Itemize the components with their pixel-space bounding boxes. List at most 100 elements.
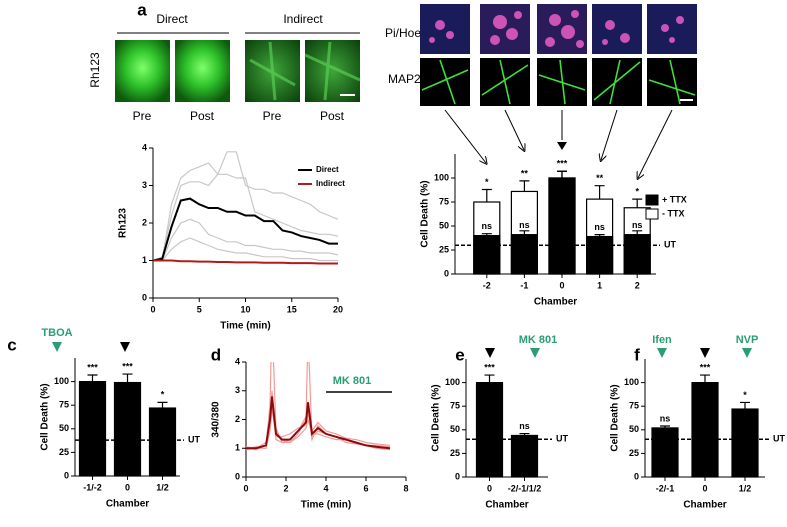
legend-label: Direct [316, 165, 339, 174]
error-bar [519, 230, 530, 235]
y-tick-label: 0 [444, 268, 449, 278]
x-tick-label: 10 [240, 304, 250, 314]
error-bar [157, 401, 168, 409]
error-bar [519, 180, 530, 192]
y-tick-label: 75 [439, 196, 449, 206]
annotation: MK 801 [333, 375, 372, 387]
y-axis-label: Cell Death (%) [431, 384, 442, 451]
inner-label: ns [594, 222, 605, 232]
frame-label: Pre [133, 109, 152, 123]
legend-swatch [645, 194, 659, 206]
x-tick-label: 0 [125, 482, 130, 492]
y-tick-label: 0 [64, 470, 69, 480]
reference-label: UT [773, 434, 785, 444]
legend-label: + TTX [662, 194, 687, 204]
x-tick-label: 8 [403, 483, 408, 493]
arrowhead [120, 342, 130, 352]
significance: ** [521, 168, 529, 178]
line-series [153, 259, 338, 265]
arrowhead [700, 348, 710, 358]
y-tick-label: 1 [235, 443, 240, 453]
bar [731, 408, 759, 478]
line-series [246, 396, 391, 450]
frame-label: Post [190, 109, 215, 123]
y-axis-label: Cell Death (%) [420, 180, 431, 247]
significance: *** [557, 159, 568, 169]
y-axis-label: Cell Death (%) [610, 384, 621, 451]
bar [473, 235, 501, 275]
error-bar [594, 234, 605, 237]
x-tick-label: 6 [363, 483, 368, 493]
bar [691, 382, 719, 478]
x-tick-label: -2 [483, 280, 491, 290]
significance: *** [87, 362, 98, 372]
annotation: TBOA [41, 327, 72, 339]
arrowhead [657, 348, 667, 358]
panel-letter: a [137, 0, 147, 19]
annotation: MK 801 [519, 334, 558, 346]
error-bar [594, 185, 605, 200]
annotation: NVP [736, 334, 759, 346]
x-tick-label: -2/-1/1/2 [508, 483, 542, 493]
significance: * [743, 390, 747, 400]
y-tick-label: 0 [235, 471, 240, 481]
x-tick-label: -1 [520, 280, 528, 290]
y-tick-label: 50 [629, 424, 639, 434]
bar [510, 234, 538, 275]
arrowhead [530, 348, 540, 358]
y-tick-label: 50 [59, 423, 69, 433]
x-tick-label: 1 [597, 280, 602, 290]
y-tick-label: 100 [624, 377, 639, 387]
inner-label: ns [519, 220, 530, 230]
y-tick-label: 3 [142, 180, 147, 190]
y-tick-label: 0 [142, 292, 147, 302]
bar [548, 177, 576, 275]
reference-label: UT [188, 435, 200, 445]
significance: *** [484, 362, 495, 372]
x-axis-label: Time (min) [220, 321, 270, 332]
bar [585, 235, 614, 275]
inner-label: ns [482, 221, 493, 231]
x-tick-label: 0 [243, 483, 248, 493]
line-series [153, 218, 338, 262]
x-tick-label: 0 [150, 304, 155, 314]
row-label: MAP2 [388, 72, 421, 86]
x-axis-label: Chamber [683, 500, 726, 511]
group-label: Direct [156, 12, 188, 26]
legend-label: - TTX [662, 208, 685, 218]
frame-label: Post [320, 109, 345, 123]
significance: * [485, 177, 489, 187]
y-tick-label: 100 [445, 377, 460, 387]
line-series [153, 237, 338, 262]
significance: ns [660, 413, 671, 423]
y-tick-label: 25 [59, 447, 69, 457]
error-bar [700, 374, 710, 383]
x-axis-label: Time (min) [301, 500, 351, 511]
significance: ns [519, 421, 530, 431]
bar [623, 234, 651, 275]
y-tick-label: 3 [235, 385, 240, 395]
bar [113, 381, 142, 477]
reference-label: UT [664, 240, 676, 250]
error-bar [484, 374, 495, 383]
bar [148, 407, 177, 477]
arrows [444, 109, 673, 178]
panel-letter: c [7, 335, 16, 354]
line-series [153, 151, 338, 262]
bar [78, 381, 107, 477]
y-tick-label: 100 [434, 172, 449, 182]
arrowhead [742, 348, 752, 358]
micrographs [115, 40, 361, 102]
x-tick-label: 0 [702, 483, 707, 493]
row-label: Rh123 [88, 52, 102, 88]
row-label: Pi/Hoe. [385, 26, 424, 40]
y-tick-label: 75 [629, 401, 639, 411]
bar [510, 434, 539, 478]
significance: * [161, 390, 165, 400]
line-series [153, 162, 338, 262]
x-axis-label: Chamber [485, 500, 528, 511]
y-tick-label: 100 [54, 376, 69, 386]
micrographs [420, 4, 697, 106]
error-bar [660, 425, 670, 428]
y-tick-label: 0 [455, 471, 460, 481]
